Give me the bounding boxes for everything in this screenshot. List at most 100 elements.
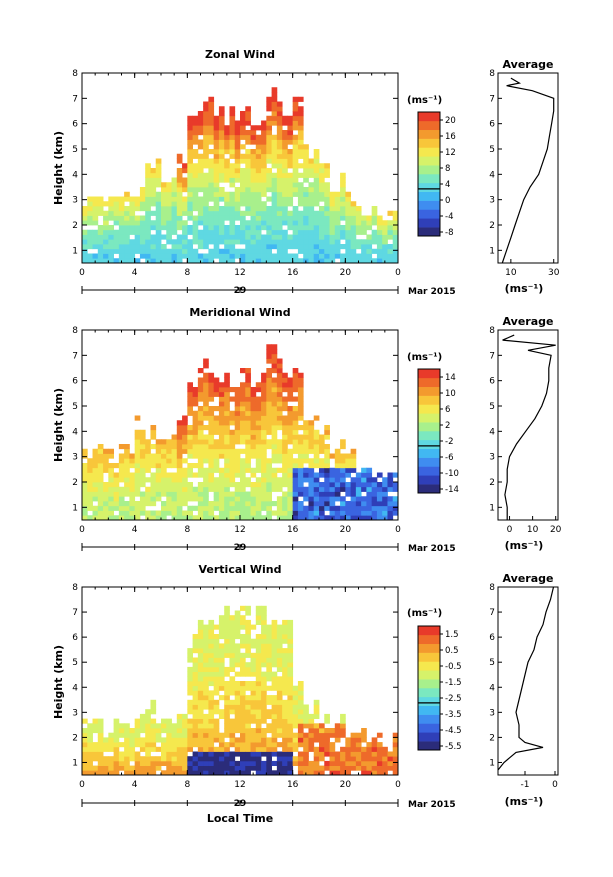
zonal-cell (240, 225, 246, 231)
zonal-cell (171, 210, 178, 216)
zonal-cell (208, 187, 215, 193)
zonal-cell (313, 182, 320, 188)
zonal-cell (203, 206, 209, 212)
zonal-cell (187, 239, 193, 245)
zonal-cell (287, 172, 294, 178)
vertical-cell (82, 760, 88, 766)
meridional-cell (218, 401, 225, 407)
zonal-cell (161, 225, 167, 231)
zonal-cell (203, 201, 209, 207)
zonal-cell (350, 225, 357, 231)
meridional-cell (376, 510, 383, 516)
zonal-cell (197, 163, 204, 169)
zonal-cell (208, 234, 215, 240)
zonal-cell (171, 248, 178, 254)
meridional-cell (187, 382, 193, 388)
zonal-cell (218, 125, 225, 131)
zonal-cell (361, 248, 367, 254)
vertical-cell (271, 676, 278, 682)
meridional-cell (192, 401, 199, 407)
vertical-cell (197, 619, 204, 625)
vertical-colorbar-tick-label: -5.5 (445, 742, 462, 752)
meridional-cell (124, 510, 130, 516)
meridional-cell (319, 482, 325, 488)
meridional-cell (282, 472, 288, 478)
vertical-cell (392, 756, 399, 762)
zonal-cell (203, 125, 209, 131)
zonal-cell (192, 248, 199, 254)
meridional-cell (271, 477, 278, 483)
zonal-cell (145, 191, 151, 197)
zonal-cell (329, 220, 336, 226)
zonal-cell (134, 258, 141, 264)
vertical-cell (224, 690, 230, 696)
meridional-cell (261, 448, 267, 454)
vertical-cell (224, 610, 230, 616)
vertical-cell (234, 662, 241, 668)
zonal-cell (271, 177, 278, 183)
vertical-cell (234, 718, 241, 724)
meridional-cell (350, 510, 357, 516)
vertical-cell (266, 671, 272, 677)
zonal-xtick-label: 8 (184, 268, 190, 278)
vertical-cell (129, 765, 136, 771)
meridional-cell (255, 415, 262, 421)
meridional-cell (261, 406, 267, 412)
zonal-colorbar-frame (417, 111, 441, 237)
zonal-cell (255, 253, 262, 259)
vertical-cell (297, 742, 304, 748)
zonal-cell (245, 134, 251, 140)
zonal-cell (287, 220, 294, 226)
meridional-cell (187, 491, 193, 497)
zonal-cell (203, 172, 209, 178)
meridional-cell (203, 406, 209, 412)
zonal-cell (250, 225, 257, 231)
zonal-cell (118, 234, 125, 240)
zonal-cell (229, 172, 236, 178)
meridional-cell (97, 486, 104, 492)
vertical-cell (182, 756, 188, 762)
zonal-cell (155, 172, 162, 178)
zonal-cell (255, 153, 262, 159)
zonal-cell (213, 239, 220, 245)
zonal-cell (313, 258, 320, 264)
meridional-profile-xtick-label: 20 (550, 525, 562, 535)
vertical-cell (345, 770, 351, 776)
meridional-cell (182, 510, 188, 516)
vertical-cell (139, 756, 146, 762)
zonal-cell (266, 187, 272, 193)
zonal-cell (224, 248, 230, 254)
zonal-cell (213, 153, 220, 159)
zonal-cell (182, 244, 188, 250)
zonal-cell (192, 239, 199, 245)
vertical-colorbar-ticks: 1.50.5-0.5-1.5-2.5-3.5-4.5-5.5 (440, 630, 462, 752)
zonal-cell (292, 239, 299, 245)
meridional-cell (245, 415, 251, 421)
vertical-cell (245, 751, 251, 757)
vertical-cell (313, 770, 320, 776)
zonal-cell (187, 248, 193, 254)
vertical-cell (276, 695, 283, 701)
zonal-cell (266, 220, 272, 226)
zonal-cell (192, 172, 199, 178)
meridional-cell (176, 439, 183, 445)
zonal-cell (218, 172, 225, 178)
zonal-cell (245, 182, 251, 188)
meridional-cell (276, 486, 283, 492)
meridional-cell (271, 472, 278, 478)
vertical-cell (361, 751, 367, 757)
meridional-cell (176, 425, 183, 431)
meridional-cell (297, 444, 304, 450)
meridional-cell (308, 439, 315, 445)
vertical-cell (382, 746, 388, 752)
zonal-cell (255, 168, 262, 174)
zonal-cell (176, 182, 183, 188)
meridional-cell (324, 425, 330, 431)
vertical-cell (218, 742, 225, 748)
vertical-cell (271, 662, 278, 668)
meridional-cell (282, 467, 288, 473)
zonal-cell (145, 172, 151, 178)
zonal-cell (266, 96, 272, 102)
zonal-cell (271, 96, 278, 102)
meridional-cell (182, 448, 188, 454)
